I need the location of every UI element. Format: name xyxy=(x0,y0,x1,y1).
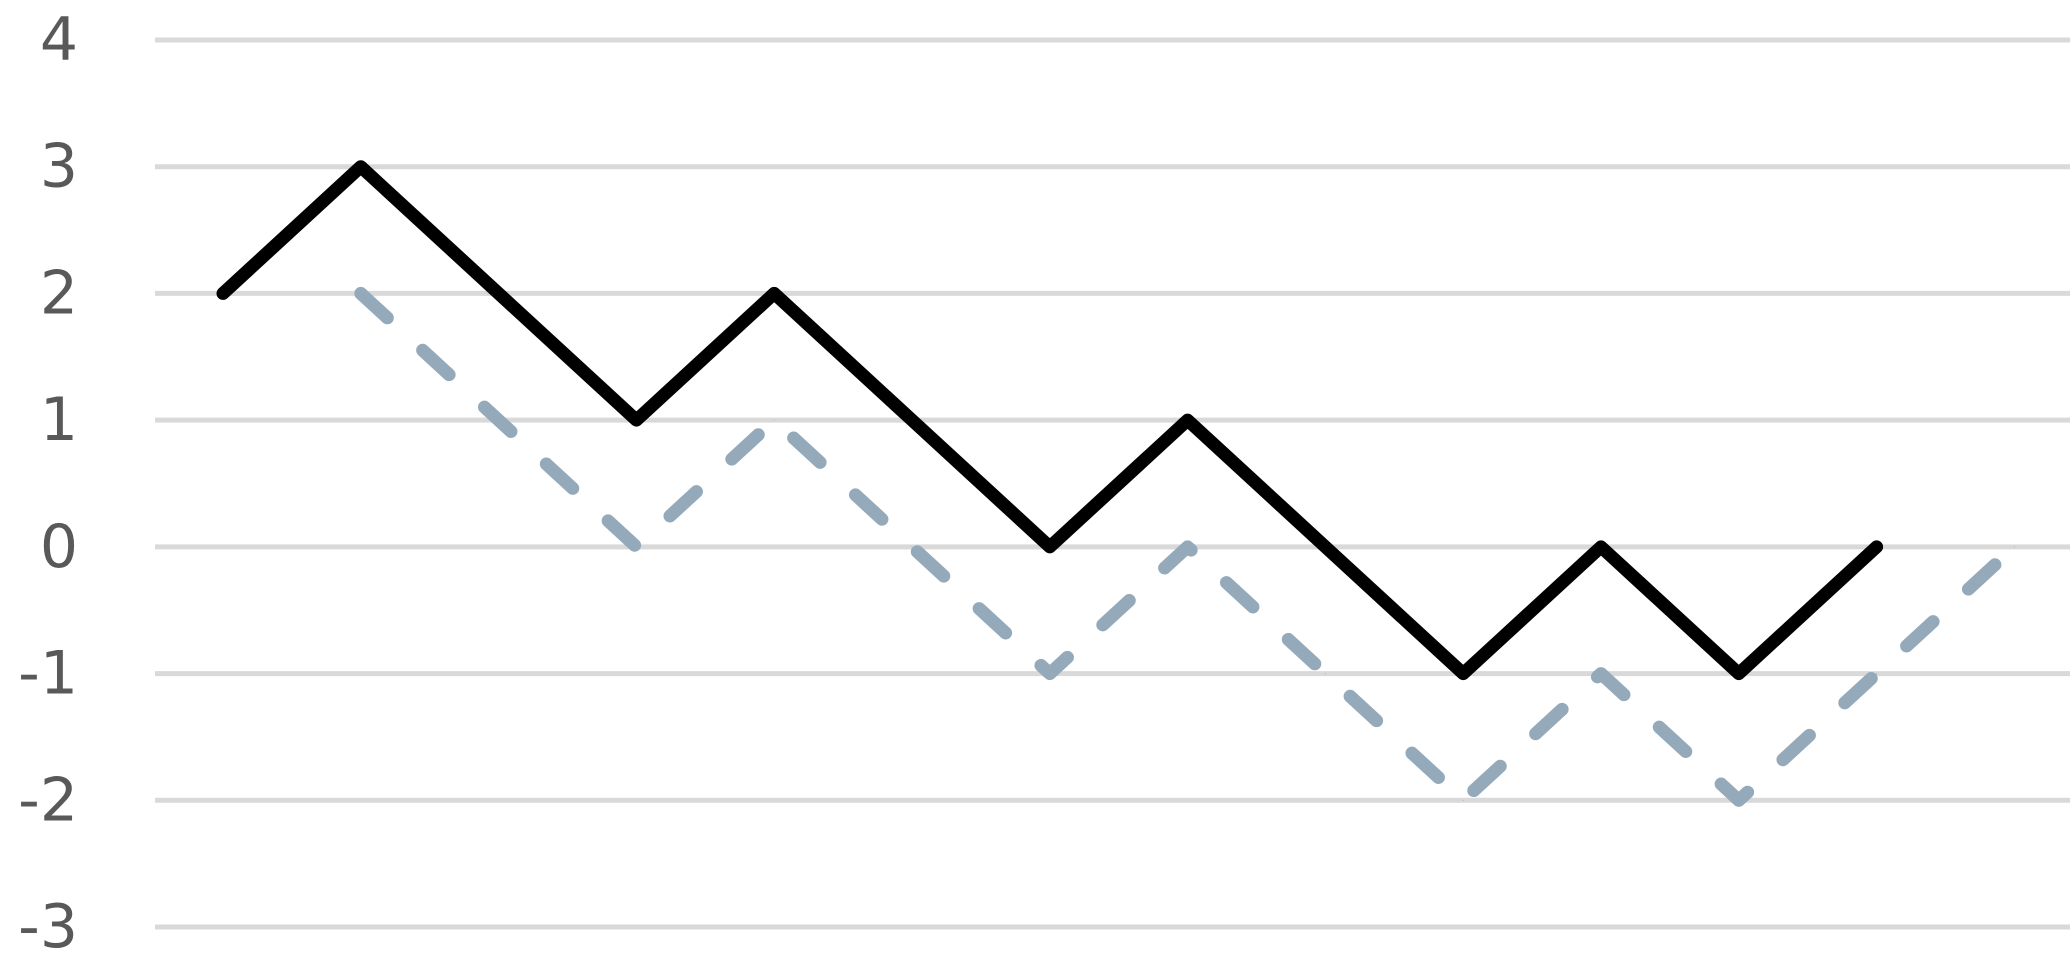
series-2-point xyxy=(1324,673,1326,675)
series-1-point xyxy=(1600,546,1602,548)
y-tick-label: -2 xyxy=(18,765,78,835)
y-axis-tick-labels: -3 -2 -1 0 1 2 3 4 xyxy=(18,5,78,954)
series-2-point xyxy=(360,292,362,294)
series-1-point xyxy=(360,166,362,168)
y-tick-label: 1 xyxy=(40,385,78,455)
series-2-point xyxy=(2013,546,2015,548)
series-1-point xyxy=(1462,673,1464,675)
series-2-point xyxy=(1876,673,1878,675)
y-tick-label: 4 xyxy=(40,5,78,75)
y-tick-label: 2 xyxy=(40,258,78,328)
series-2-point xyxy=(635,546,637,548)
series-2-point xyxy=(1462,799,1464,801)
series-1-point xyxy=(911,419,913,421)
series-2-point xyxy=(1738,799,1740,801)
series-1-point xyxy=(1738,673,1740,675)
y-tick-label: 3 xyxy=(40,132,78,202)
gridlines xyxy=(155,37,2070,930)
series-1-point xyxy=(498,292,500,294)
series-1-point xyxy=(635,419,637,421)
series-2-point xyxy=(911,546,913,548)
y-tick-label: -1 xyxy=(18,639,78,709)
series-layer xyxy=(216,160,2021,807)
series-2-point xyxy=(773,419,775,421)
series-1-point xyxy=(1876,546,1878,548)
series-1-point xyxy=(1324,546,1326,548)
series-1-point xyxy=(1049,546,1051,548)
series-2-point xyxy=(1600,673,1602,675)
series-2-point xyxy=(498,419,500,421)
y-tick-label: -3 xyxy=(18,892,78,954)
series-1-point xyxy=(222,292,224,294)
y-tick-label: 0 xyxy=(40,512,78,582)
series-1-point xyxy=(1187,419,1189,421)
series-2-point xyxy=(1049,673,1051,675)
series-2-point xyxy=(1187,546,1189,548)
series-1-point xyxy=(773,292,775,294)
